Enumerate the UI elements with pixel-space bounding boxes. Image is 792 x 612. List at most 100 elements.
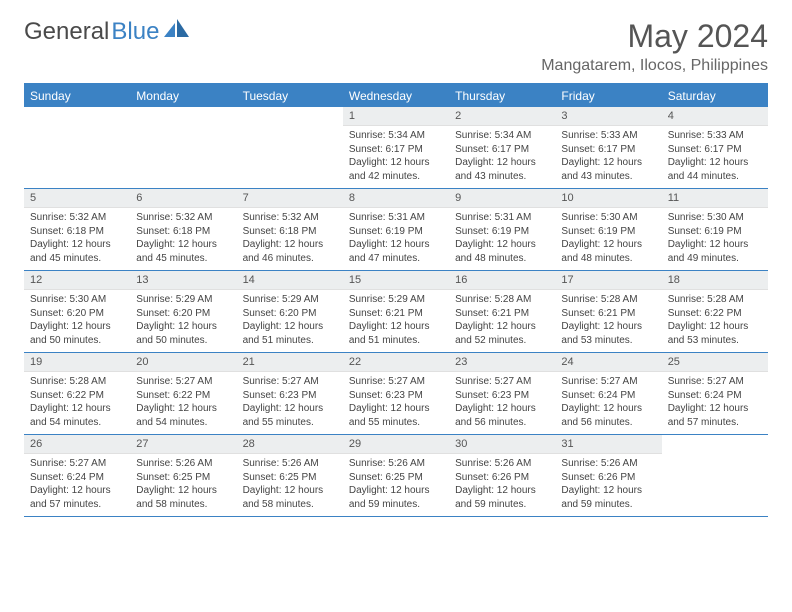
day-number	[237, 107, 343, 113]
calendar-cell: 24Sunrise: 5:27 AMSunset: 6:24 PMDayligh…	[555, 353, 661, 434]
calendar-cell: 21Sunrise: 5:27 AMSunset: 6:23 PMDayligh…	[237, 353, 343, 434]
day-text: Sunrise: 5:32 AMSunset: 6:18 PMDaylight:…	[130, 208, 236, 270]
day-number: 10	[555, 189, 661, 208]
calendar-cell: 2Sunrise: 5:34 AMSunset: 6:17 PMDaylight…	[449, 107, 555, 188]
month-title: May 2024	[541, 18, 768, 55]
day-number: 15	[343, 271, 449, 290]
day-text: Sunrise: 5:30 AMSunset: 6:19 PMDaylight:…	[662, 208, 768, 270]
calendar: SundayMondayTuesdayWednesdayThursdayFrid…	[24, 83, 768, 517]
calendar-cell: 10Sunrise: 5:30 AMSunset: 6:19 PMDayligh…	[555, 189, 661, 270]
header: GeneralBlue May 2024 Mangatarem, Ilocos,…	[24, 18, 768, 75]
day-header-sunday: Sunday	[24, 85, 130, 107]
day-number: 5	[24, 189, 130, 208]
day-text: Sunrise: 5:31 AMSunset: 6:19 PMDaylight:…	[449, 208, 555, 270]
calendar-cell: 31Sunrise: 5:26 AMSunset: 6:26 PMDayligh…	[555, 435, 661, 516]
calendar-cell: 17Sunrise: 5:28 AMSunset: 6:21 PMDayligh…	[555, 271, 661, 352]
day-number: 11	[662, 189, 768, 208]
day-text: Sunrise: 5:30 AMSunset: 6:19 PMDaylight:…	[555, 208, 661, 270]
day-number: 29	[343, 435, 449, 454]
calendar-cell	[237, 107, 343, 188]
day-text: Sunrise: 5:29 AMSunset: 6:21 PMDaylight:…	[343, 290, 449, 352]
calendar-cell: 28Sunrise: 5:26 AMSunset: 6:25 PMDayligh…	[237, 435, 343, 516]
day-number: 4	[662, 107, 768, 126]
day-number: 28	[237, 435, 343, 454]
weeks-container: 1Sunrise: 5:34 AMSunset: 6:17 PMDaylight…	[24, 107, 768, 517]
week-row: 5Sunrise: 5:32 AMSunset: 6:18 PMDaylight…	[24, 189, 768, 271]
calendar-cell: 7Sunrise: 5:32 AMSunset: 6:18 PMDaylight…	[237, 189, 343, 270]
calendar-cell: 25Sunrise: 5:27 AMSunset: 6:24 PMDayligh…	[662, 353, 768, 434]
day-text: Sunrise: 5:26 AMSunset: 6:25 PMDaylight:…	[130, 454, 236, 516]
week-row: 12Sunrise: 5:30 AMSunset: 6:20 PMDayligh…	[24, 271, 768, 353]
day-text: Sunrise: 5:30 AMSunset: 6:20 PMDaylight:…	[24, 290, 130, 352]
calendar-cell: 16Sunrise: 5:28 AMSunset: 6:21 PMDayligh…	[449, 271, 555, 352]
calendar-cell: 5Sunrise: 5:32 AMSunset: 6:18 PMDaylight…	[24, 189, 130, 270]
day-number: 18	[662, 271, 768, 290]
day-number	[24, 107, 130, 113]
calendar-cell	[662, 435, 768, 516]
calendar-cell: 14Sunrise: 5:29 AMSunset: 6:20 PMDayligh…	[237, 271, 343, 352]
calendar-cell	[130, 107, 236, 188]
day-text: Sunrise: 5:33 AMSunset: 6:17 PMDaylight:…	[662, 126, 768, 188]
day-text: Sunrise: 5:27 AMSunset: 6:24 PMDaylight:…	[555, 372, 661, 434]
day-number	[130, 107, 236, 113]
day-number: 9	[449, 189, 555, 208]
location: Mangatarem, Ilocos, Philippines	[541, 57, 768, 75]
calendar-cell: 22Sunrise: 5:27 AMSunset: 6:23 PMDayligh…	[343, 353, 449, 434]
day-text: Sunrise: 5:29 AMSunset: 6:20 PMDaylight:…	[130, 290, 236, 352]
calendar-cell: 19Sunrise: 5:28 AMSunset: 6:22 PMDayligh…	[24, 353, 130, 434]
calendar-cell	[24, 107, 130, 188]
calendar-cell: 20Sunrise: 5:27 AMSunset: 6:22 PMDayligh…	[130, 353, 236, 434]
calendar-cell: 8Sunrise: 5:31 AMSunset: 6:19 PMDaylight…	[343, 189, 449, 270]
day-header-row: SundayMondayTuesdayWednesdayThursdayFrid…	[24, 85, 768, 107]
day-number: 17	[555, 271, 661, 290]
calendar-cell: 3Sunrise: 5:33 AMSunset: 6:17 PMDaylight…	[555, 107, 661, 188]
day-number: 27	[130, 435, 236, 454]
day-text: Sunrise: 5:32 AMSunset: 6:18 PMDaylight:…	[24, 208, 130, 270]
day-text: Sunrise: 5:27 AMSunset: 6:23 PMDaylight:…	[343, 372, 449, 434]
calendar-cell: 23Sunrise: 5:27 AMSunset: 6:23 PMDayligh…	[449, 353, 555, 434]
day-number: 24	[555, 353, 661, 372]
day-header-monday: Monday	[130, 85, 236, 107]
logo-text-1: General	[24, 18, 109, 46]
calendar-cell: 6Sunrise: 5:32 AMSunset: 6:18 PMDaylight…	[130, 189, 236, 270]
sail-icon	[164, 18, 190, 46]
calendar-cell: 4Sunrise: 5:33 AMSunset: 6:17 PMDaylight…	[662, 107, 768, 188]
week-row: 26Sunrise: 5:27 AMSunset: 6:24 PMDayligh…	[24, 435, 768, 517]
day-number: 14	[237, 271, 343, 290]
day-text: Sunrise: 5:28 AMSunset: 6:21 PMDaylight:…	[555, 290, 661, 352]
week-row: 19Sunrise: 5:28 AMSunset: 6:22 PMDayligh…	[24, 353, 768, 435]
calendar-cell: 13Sunrise: 5:29 AMSunset: 6:20 PMDayligh…	[130, 271, 236, 352]
day-number: 22	[343, 353, 449, 372]
calendar-cell: 11Sunrise: 5:30 AMSunset: 6:19 PMDayligh…	[662, 189, 768, 270]
day-number: 16	[449, 271, 555, 290]
day-text: Sunrise: 5:27 AMSunset: 6:24 PMDaylight:…	[662, 372, 768, 434]
calendar-cell: 29Sunrise: 5:26 AMSunset: 6:25 PMDayligh…	[343, 435, 449, 516]
day-number: 21	[237, 353, 343, 372]
calendar-cell: 30Sunrise: 5:26 AMSunset: 6:26 PMDayligh…	[449, 435, 555, 516]
day-header-thursday: Thursday	[449, 85, 555, 107]
day-number: 1	[343, 107, 449, 126]
day-text: Sunrise: 5:26 AMSunset: 6:26 PMDaylight:…	[555, 454, 661, 516]
day-number	[662, 435, 768, 441]
day-header-tuesday: Tuesday	[237, 85, 343, 107]
day-number: 30	[449, 435, 555, 454]
day-number: 7	[237, 189, 343, 208]
week-row: 1Sunrise: 5:34 AMSunset: 6:17 PMDaylight…	[24, 107, 768, 189]
calendar-cell: 15Sunrise: 5:29 AMSunset: 6:21 PMDayligh…	[343, 271, 449, 352]
day-header-saturday: Saturday	[662, 85, 768, 107]
day-header-friday: Friday	[555, 85, 661, 107]
day-number: 12	[24, 271, 130, 290]
calendar-cell: 27Sunrise: 5:26 AMSunset: 6:25 PMDayligh…	[130, 435, 236, 516]
day-number: 26	[24, 435, 130, 454]
day-text: Sunrise: 5:28 AMSunset: 6:22 PMDaylight:…	[24, 372, 130, 434]
day-number: 19	[24, 353, 130, 372]
calendar-cell: 1Sunrise: 5:34 AMSunset: 6:17 PMDaylight…	[343, 107, 449, 188]
day-text: Sunrise: 5:26 AMSunset: 6:25 PMDaylight:…	[237, 454, 343, 516]
day-number: 6	[130, 189, 236, 208]
day-text: Sunrise: 5:28 AMSunset: 6:21 PMDaylight:…	[449, 290, 555, 352]
day-text: Sunrise: 5:28 AMSunset: 6:22 PMDaylight:…	[662, 290, 768, 352]
day-number: 31	[555, 435, 661, 454]
day-number: 8	[343, 189, 449, 208]
calendar-cell: 18Sunrise: 5:28 AMSunset: 6:22 PMDayligh…	[662, 271, 768, 352]
day-header-wednesday: Wednesday	[343, 85, 449, 107]
